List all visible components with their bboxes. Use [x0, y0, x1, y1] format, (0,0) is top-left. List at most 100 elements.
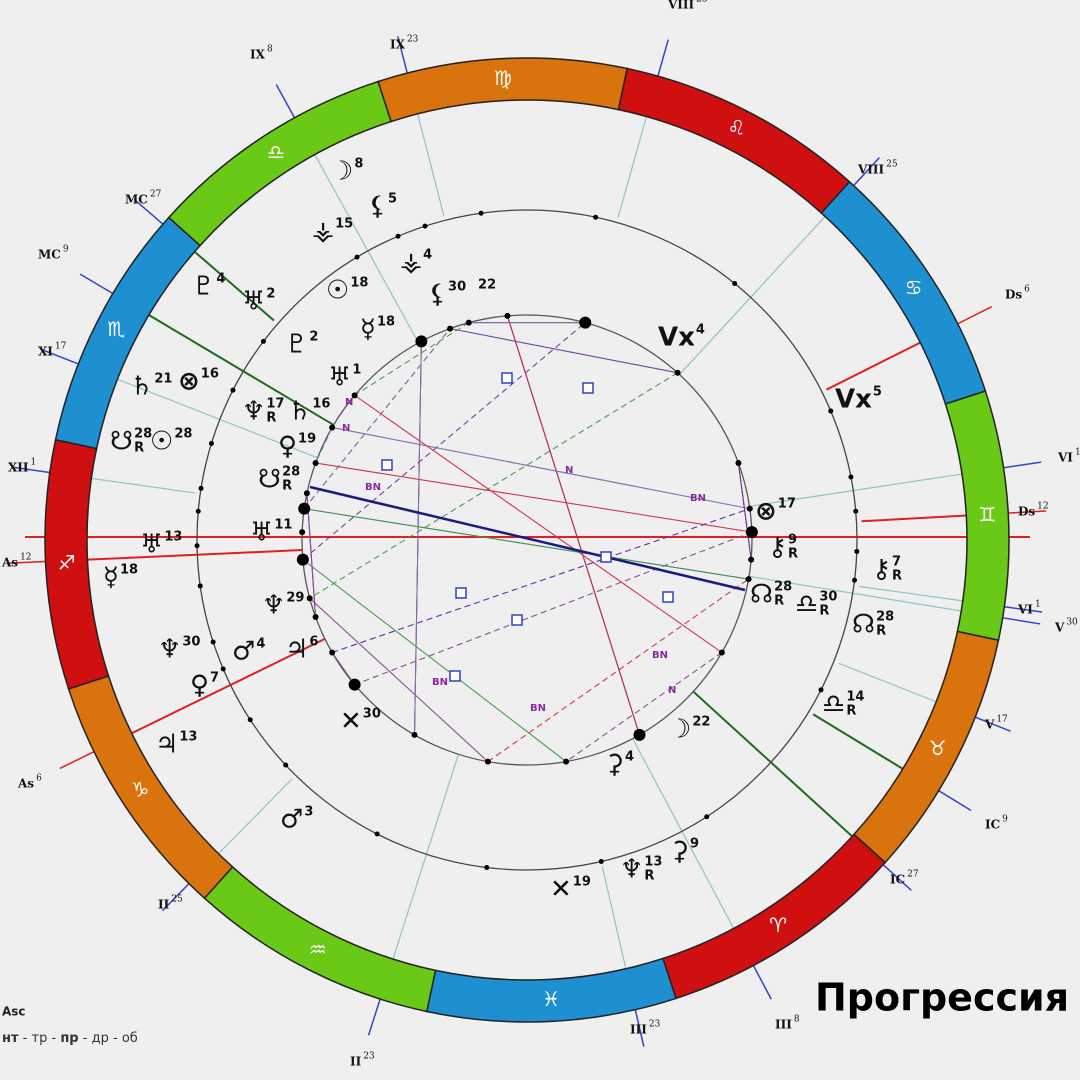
aspect-square: [449, 670, 461, 682]
sign-sector: [167, 80, 392, 247]
planet-degree: 19: [573, 875, 591, 890]
planet-dot: [195, 508, 201, 514]
cusp-label: IX: [250, 48, 266, 62]
planet-retro: R: [846, 704, 856, 719]
planet-dot: [745, 526, 758, 539]
planet-dot: [674, 369, 681, 376]
house-line: [193, 250, 275, 322]
planet-dot: [852, 577, 858, 583]
planet-dot: [208, 441, 214, 447]
planet-glyph: ✕: [340, 707, 362, 737]
planet-degree: 8: [354, 157, 363, 172]
planet-degree: 17: [266, 397, 284, 412]
planet-retro: R: [788, 547, 798, 562]
planet-dot: [447, 325, 454, 332]
planet-retro: R: [134, 441, 144, 456]
planet-dot: [718, 649, 725, 656]
cusp-degree: 8: [267, 45, 273, 55]
planet-dot: [395, 233, 401, 239]
sign-glyph: ♋: [905, 275, 923, 299]
cusp-label: II: [350, 1055, 362, 1069]
planet-glyph: ⚸: [428, 280, 447, 310]
cusp-degree: 23: [363, 1052, 375, 1062]
aspect-line: [315, 427, 333, 464]
aspect-line: [331, 508, 750, 653]
cusp-tick: [853, 157, 880, 187]
planet-degree: 19: [298, 432, 316, 447]
planet-glyph: ♆: [158, 635, 181, 665]
planet-dot: [579, 316, 592, 329]
cusp-degree: 1: [31, 458, 37, 468]
cusp-degree: 30: [1066, 618, 1078, 628]
cusp-tick: [1004, 605, 1043, 613]
planet-glyph: ♆: [242, 397, 265, 427]
planet-glyph: ☊: [852, 610, 875, 640]
planet-dot: [197, 583, 203, 589]
legend-modes: нт - тр - пр - др - об: [2, 1031, 138, 1046]
mode[interactable]: нт: [2, 1031, 19, 1046]
planet-degree: 13: [644, 855, 662, 870]
cusp-tick: [634, 1009, 645, 1047]
mode[interactable]: об: [122, 1031, 138, 1046]
cusp-label: III: [775, 1018, 792, 1032]
cusp-tick: [367, 998, 381, 1036]
house-line: [861, 514, 967, 523]
sign-glyph: ♏: [107, 317, 125, 341]
planet-glyph: ☉: [326, 276, 349, 306]
planet-glyph: ⊗: [755, 497, 777, 527]
planet-degree: 9: [690, 837, 699, 852]
cusp-tick: [79, 273, 114, 295]
planet-glyph: ♅: [328, 363, 351, 393]
planet-degree: 4: [423, 248, 432, 263]
aspect-label: N: [668, 685, 676, 696]
mode[interactable]: пр: [60, 1031, 78, 1046]
legend-point: Asc: [2, 1005, 26, 1019]
aspect-line: [309, 372, 678, 599]
sign-glyph: ♎: [267, 140, 285, 164]
planet-glyph: ♎: [795, 590, 818, 620]
cusp-degree: 17: [996, 715, 1008, 725]
planet-glyph: ☋: [110, 427, 133, 457]
planet-retro: R: [876, 624, 886, 639]
aspect-line: [309, 485, 746, 592]
cusp-degree: 27: [907, 870, 919, 880]
planet-glyph: ⚶: [400, 248, 422, 278]
cusp-degree: 23: [407, 35, 419, 45]
planet-dot: [853, 508, 859, 514]
planet-degree: 4: [256, 637, 265, 652]
planet-degree: 4: [625, 750, 634, 765]
cusp-degree: 1: [1075, 448, 1080, 458]
planet-degree: 22: [478, 278, 496, 293]
house-line: [825, 341, 921, 391]
aspect-line: [414, 341, 422, 735]
mode[interactable]: тр: [32, 1031, 48, 1046]
planet-degree: 16: [201, 367, 219, 382]
cusp-label: As: [1, 556, 18, 570]
planet-degree: 28: [774, 580, 792, 595]
planet-degree: 4: [696, 323, 705, 338]
sign-glyph: ♈: [769, 913, 787, 937]
planet-degree: 17: [778, 497, 796, 512]
planet-dot: [298, 502, 311, 515]
planet-glyph: ⚷: [872, 555, 891, 585]
planet-degree: 9: [788, 533, 797, 548]
planet-glyph: ⚳: [670, 837, 689, 867]
planet-dot: [704, 814, 710, 820]
planet-glyph: Vx: [658, 323, 695, 353]
planet-glyph: ☉: [150, 427, 173, 457]
planet-retro: R: [774, 594, 784, 609]
separator: -: [51, 1031, 56, 1046]
planet-degree: 1: [352, 363, 361, 378]
cusp-tick: [1003, 461, 1042, 469]
planet-dot: [306, 595, 313, 602]
planet-glyph: ♆: [620, 855, 643, 885]
mode[interactable]: др: [92, 1031, 109, 1046]
sign-glyph: ♓: [542, 987, 560, 1011]
cusp-tick: [657, 39, 669, 77]
title: Прогрессия: [815, 976, 1069, 1020]
cusp-degree: 12: [20, 553, 31, 563]
planet-dot: [312, 460, 319, 467]
aspect-line: [354, 394, 723, 653]
cusp-tick: [275, 84, 296, 119]
planet-dot: [220, 666, 226, 672]
